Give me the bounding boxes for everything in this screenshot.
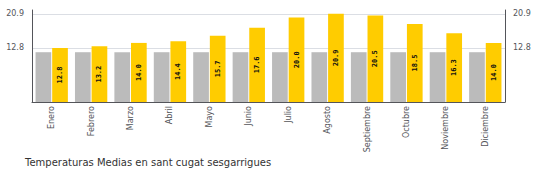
svg-text:20.9: 20.9 xyxy=(6,9,24,18)
svg-text:Abril: Abril xyxy=(165,106,174,124)
svg-text:12.8: 12.8 xyxy=(513,43,531,52)
svg-text:18.5: 18.5 xyxy=(411,55,419,72)
svg-text:Diciembre: Diciembre xyxy=(481,106,490,147)
svg-text:20.9: 20.9 xyxy=(332,49,340,66)
svg-text:Temperaturas Medias en sant cu: Temperaturas Medias en sant cugat sesgar… xyxy=(24,157,271,168)
svg-text:12.8: 12.8 xyxy=(6,43,24,52)
svg-text:Enero: Enero xyxy=(47,106,56,129)
svg-text:20.0: 20.0 xyxy=(293,51,301,68)
svg-text:14.4: 14.4 xyxy=(174,63,182,80)
svg-text:20.5: 20.5 xyxy=(371,50,379,67)
svg-text:Agosto: Agosto xyxy=(323,106,332,134)
svg-text:17.6: 17.6 xyxy=(253,56,261,73)
svg-text:Marzo: Marzo xyxy=(126,106,135,130)
svg-text:Noviembre: Noviembre xyxy=(441,106,450,150)
svg-text:Julio: Julio xyxy=(284,106,293,124)
svg-text:14.0: 14.0 xyxy=(490,64,498,81)
svg-text:13.2: 13.2 xyxy=(95,66,103,83)
svg-text:14.0: 14.0 xyxy=(135,64,143,81)
svg-text:16.3: 16.3 xyxy=(450,59,458,76)
svg-text:15.7: 15.7 xyxy=(214,60,222,77)
svg-text:Octubre: Octubre xyxy=(402,106,411,138)
svg-text:Febrero: Febrero xyxy=(87,106,96,136)
svg-text:20.9: 20.9 xyxy=(513,9,531,18)
svg-text:Mayo: Mayo xyxy=(205,106,214,128)
svg-text:Septiembre: Septiembre xyxy=(363,106,372,152)
svg-text:12.8: 12.8 xyxy=(56,67,64,84)
svg-text:Junio: Junio xyxy=(244,106,253,127)
